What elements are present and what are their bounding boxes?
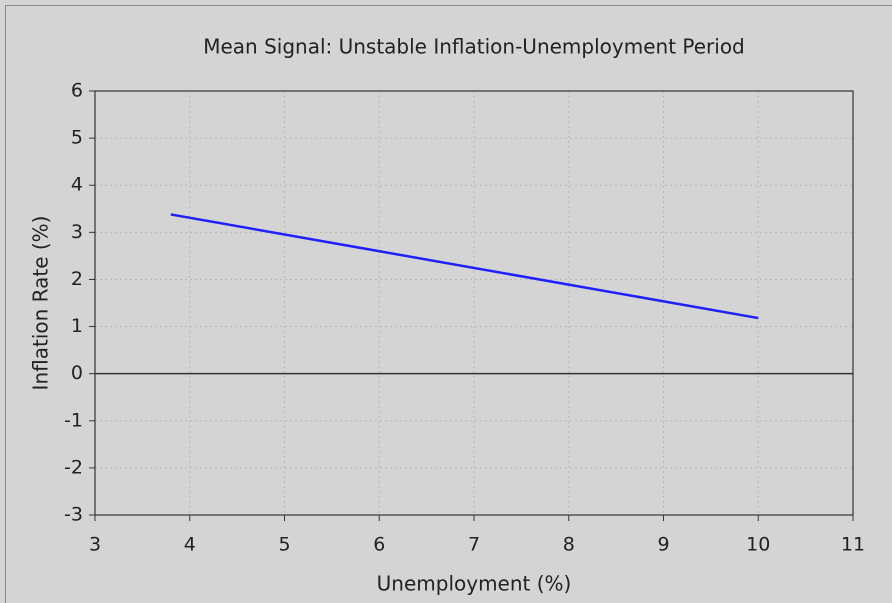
- y-tick-label: 0: [71, 362, 83, 384]
- y-axis-label: Inflation Rate (%): [29, 216, 53, 391]
- y-tick-label: 1: [71, 315, 83, 337]
- y-tick-label: 4: [71, 174, 83, 196]
- y-tick-label: -1: [64, 409, 83, 431]
- data-line: [170, 213, 759, 320]
- x-tick-label: 7: [468, 534, 480, 556]
- y-tick-label: 3: [71, 221, 83, 243]
- x-tick-label: 5: [278, 534, 290, 556]
- chart-title: Mean Signal: Unstable Inflation-Unemploy…: [203, 35, 745, 59]
- plot-border: [94, 90, 854, 516]
- x-tick-label: 11: [841, 534, 865, 556]
- y-tick-label: 2: [71, 268, 83, 290]
- y-tick-label: 6: [71, 80, 83, 102]
- y-tick-label: -3: [64, 504, 83, 526]
- x-tick-label: 8: [563, 534, 575, 556]
- x-tick-label: 4: [184, 534, 196, 556]
- x-tick-label: 10: [746, 534, 770, 556]
- x-tick-label: 9: [657, 534, 669, 556]
- x-tick-label: 6: [373, 534, 385, 556]
- y-tick-label: 5: [71, 127, 83, 149]
- y-tick-label: -2: [64, 456, 83, 478]
- x-axis-label: Unemployment (%): [377, 572, 572, 596]
- frame: [5, 5, 892, 603]
- x-tick-label: 3: [89, 534, 101, 556]
